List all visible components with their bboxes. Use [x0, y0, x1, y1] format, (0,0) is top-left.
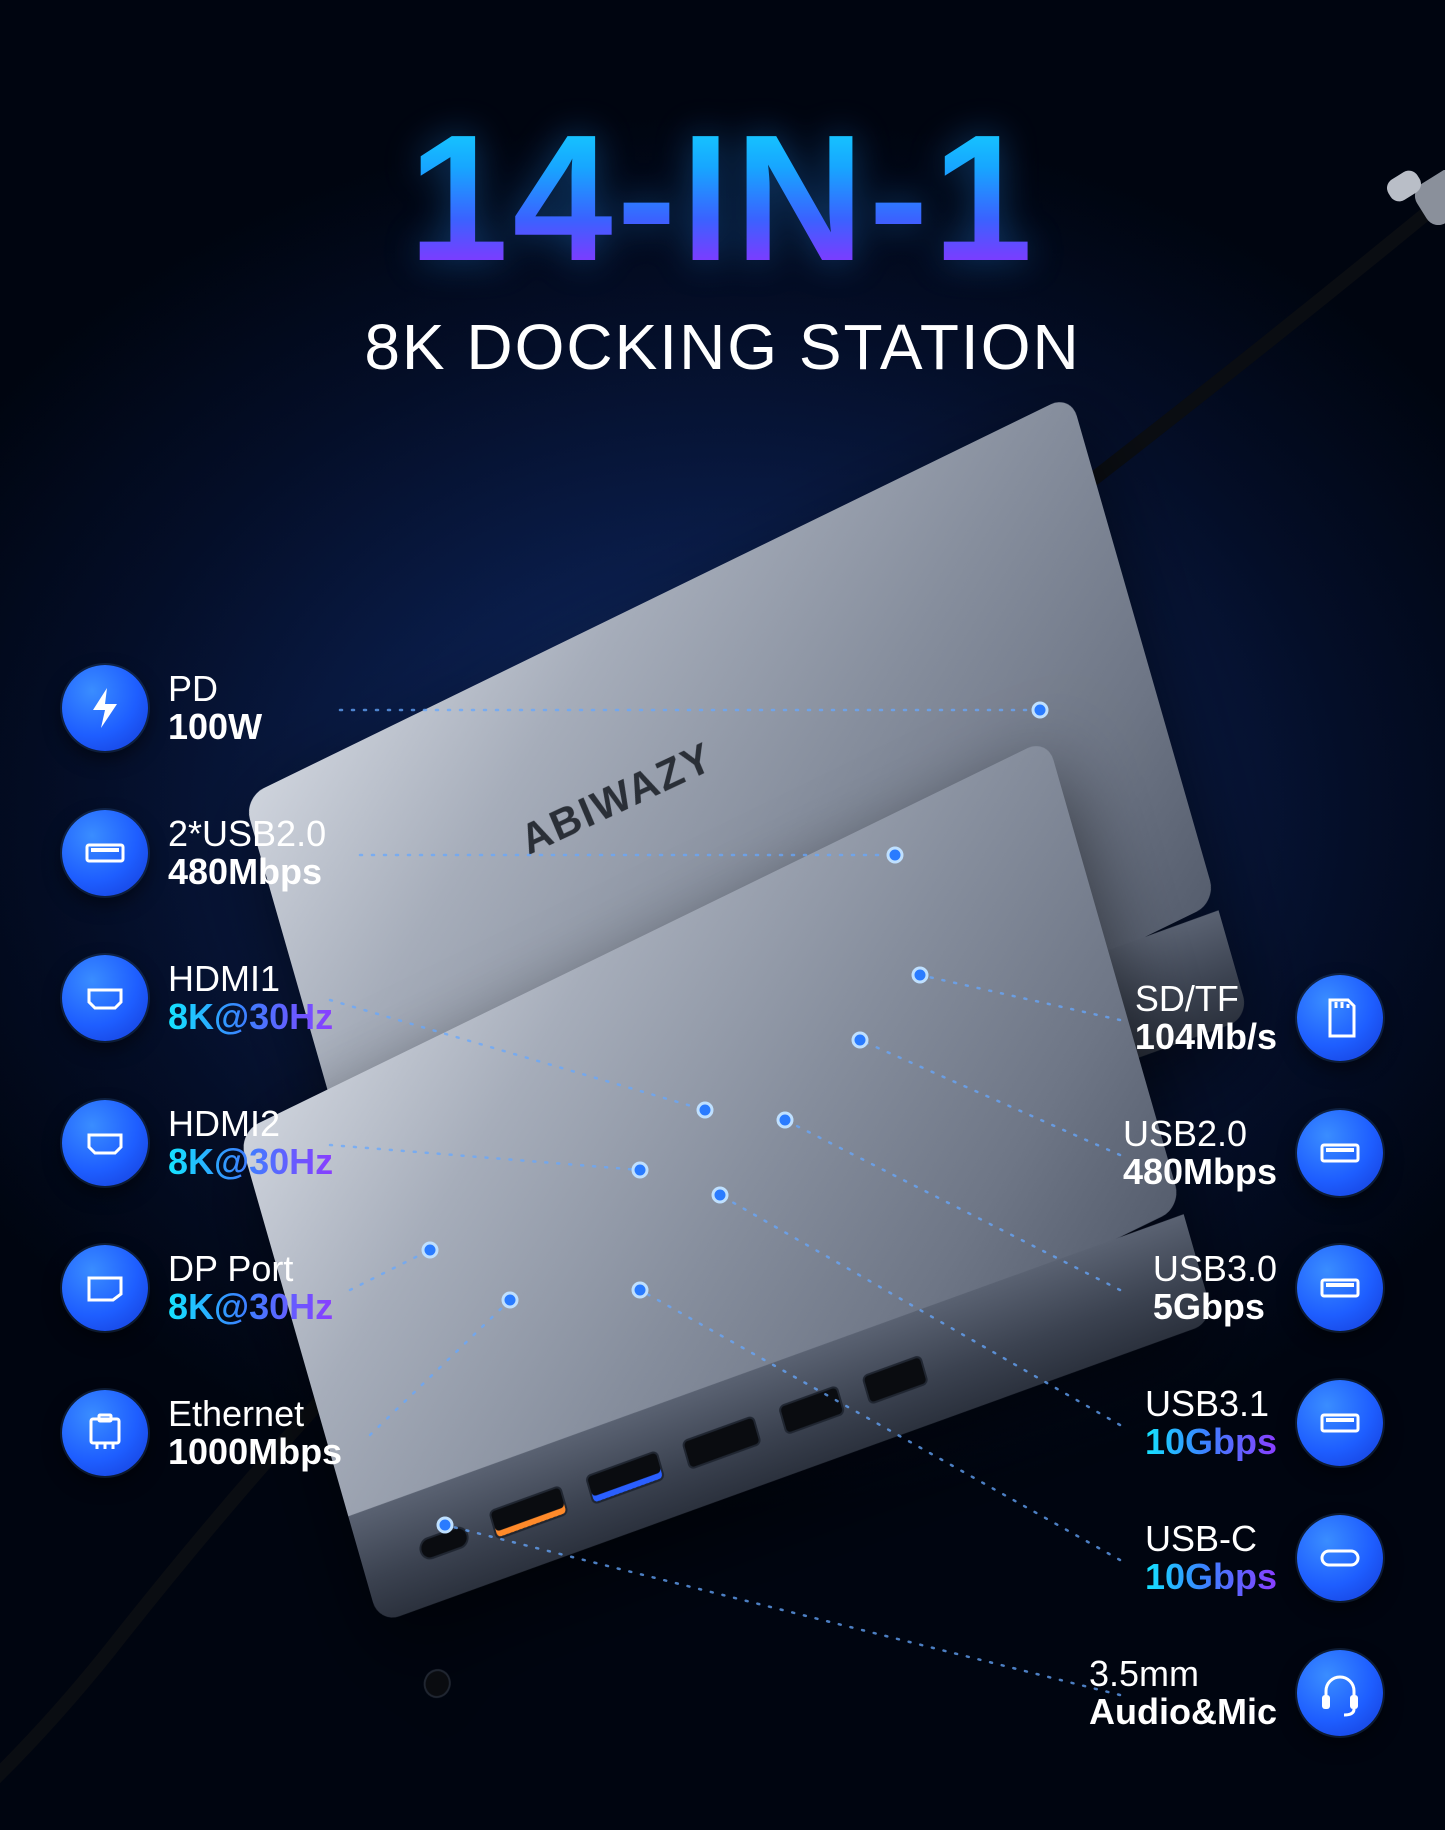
spec-2-usb2-0: 2*USB2.0480Mbps: [62, 810, 326, 896]
spec-value: 10Gbps: [1145, 1558, 1277, 1596]
rj45-icon: [62, 1390, 148, 1476]
spec-value: 100W: [168, 708, 262, 746]
spec-usb-c: USB-C10Gbps: [1145, 1515, 1383, 1601]
port-usb20: [681, 1415, 762, 1470]
spec-value: 1000Mbps: [168, 1433, 342, 1471]
spec-label: USB2.0: [1123, 1115, 1277, 1153]
spec-label: USB3.1: [1145, 1385, 1277, 1423]
spec-label: DP Port: [168, 1250, 333, 1288]
hero-title: 14-IN-1: [0, 95, 1445, 302]
spec-dp-port: DP Port8K@30Hz: [62, 1245, 333, 1331]
usb-a-icon: [1297, 1380, 1383, 1466]
spec-label: Ethernet: [168, 1395, 342, 1433]
port-usb30: [585, 1450, 666, 1505]
spec-value: 8K@30Hz: [168, 998, 333, 1036]
usb-a-icon: [1297, 1110, 1383, 1196]
spec-usb3-1: USB3.110Gbps: [1145, 1380, 1383, 1466]
spec-value: 10Gbps: [1145, 1423, 1277, 1461]
spec-label: HDMI1: [168, 960, 333, 998]
port-audio-jack: [420, 1665, 454, 1702]
dp-icon: [62, 1245, 148, 1331]
spec-label: 2*USB2.0: [168, 815, 326, 853]
spec-label: 3.5mm: [1089, 1655, 1277, 1693]
spec-value: 104Mb/s: [1135, 1018, 1277, 1056]
port-sd: [778, 1385, 846, 1436]
spec-label: HDMI2: [168, 1105, 333, 1143]
sd-icon: [1297, 975, 1383, 1061]
spec-label: USB-C: [1145, 1520, 1277, 1558]
hdmi-icon: [62, 955, 148, 1041]
spec-hdmi1: HDMI18K@30Hz: [62, 955, 333, 1041]
spec-usb3-0: USB3.05Gbps: [1153, 1245, 1383, 1331]
spec-value: 5Gbps: [1153, 1288, 1277, 1326]
spec-label: USB3.0: [1153, 1250, 1277, 1288]
spec-value: 8K@30Hz: [168, 1143, 333, 1181]
hero-subtitle: 8K DOCKING STATION: [0, 310, 1445, 384]
usb-a-icon: [62, 810, 148, 896]
spec-value: 480Mbps: [1123, 1153, 1277, 1191]
bolt-icon: [62, 665, 148, 751]
spec-3-5mm: 3.5mmAudio&Mic: [1089, 1650, 1383, 1736]
port-usb31: [488, 1485, 569, 1540]
spec-hdmi2: HDMI28K@30Hz: [62, 1100, 333, 1186]
usb-a-icon: [1297, 1245, 1383, 1331]
spec-sd-tf: SD/TF104Mb/s: [1135, 975, 1383, 1061]
spec-value: Audio&Mic: [1089, 1693, 1277, 1731]
spec-label: SD/TF: [1135, 980, 1277, 1018]
port-tf: [861, 1354, 929, 1405]
spec-label: PD: [168, 670, 262, 708]
port-usb-c: [417, 1524, 471, 1563]
spec-usb2-0: USB2.0480Mbps: [1123, 1110, 1383, 1196]
spec-value: 480Mbps: [168, 853, 326, 891]
spec-ethernet: Ethernet1000Mbps: [62, 1390, 342, 1476]
spec-value: 8K@30Hz: [168, 1288, 333, 1326]
headset-icon: [1297, 1650, 1383, 1736]
hdmi-icon: [62, 1100, 148, 1186]
spec-pd: PD100W: [62, 665, 262, 751]
usb-c-icon: [1297, 1515, 1383, 1601]
